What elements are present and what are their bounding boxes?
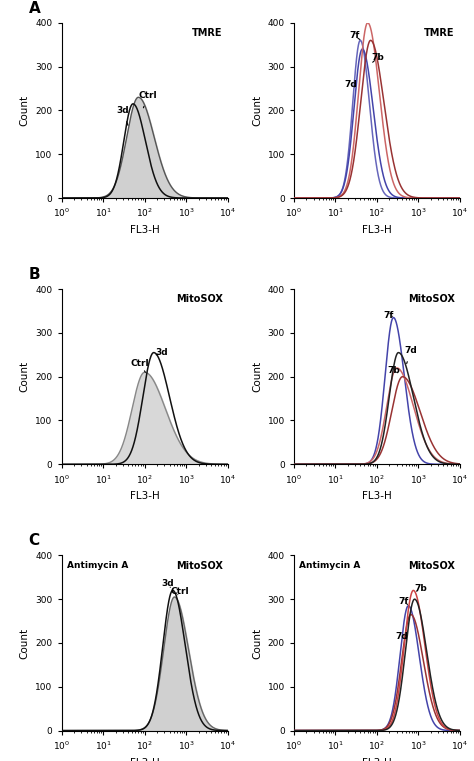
Text: 7f: 7f [383,311,393,320]
Text: MitoSOX: MitoSOX [408,295,455,304]
Text: 7d: 7d [404,346,417,364]
Text: MitoSOX: MitoSOX [176,295,222,304]
Text: 7f: 7f [349,31,360,40]
Text: 3d: 3d [162,579,174,588]
Text: Ctrl: Ctrl [138,91,157,108]
Y-axis label: Count: Count [20,361,30,392]
Y-axis label: Count: Count [252,627,262,658]
Text: Ctrl: Ctrl [171,587,190,596]
Text: TMRE: TMRE [424,28,455,38]
Text: 7b: 7b [414,584,427,593]
Text: C: C [28,533,39,549]
Text: MitoSOX: MitoSOX [408,561,455,571]
Text: Antimycin A: Antimycin A [299,561,360,570]
Text: 7d: 7d [395,632,408,641]
X-axis label: FL3-H: FL3-H [362,757,392,761]
Y-axis label: Count: Count [20,627,30,658]
X-axis label: FL3-H: FL3-H [130,492,159,501]
Text: 3d: 3d [117,106,129,126]
Text: MitoSOX: MitoSOX [176,561,222,571]
Text: Antimycin A: Antimycin A [66,561,128,570]
Text: 7d: 7d [345,80,357,88]
Text: 7b: 7b [388,365,401,374]
Text: 7b: 7b [371,53,384,62]
X-axis label: FL3-H: FL3-H [130,757,159,761]
X-axis label: FL3-H: FL3-H [130,225,159,235]
Text: TMRE: TMRE [192,28,222,38]
Text: A: A [28,1,40,16]
Y-axis label: Count: Count [252,361,262,392]
X-axis label: FL3-H: FL3-H [362,225,392,235]
X-axis label: FL3-H: FL3-H [362,492,392,501]
Text: Ctrl: Ctrl [130,359,149,372]
Text: 3d: 3d [155,348,168,357]
Text: 7f: 7f [398,597,409,606]
Y-axis label: Count: Count [20,95,30,126]
Y-axis label: Count: Count [252,95,262,126]
Text: B: B [28,267,40,282]
